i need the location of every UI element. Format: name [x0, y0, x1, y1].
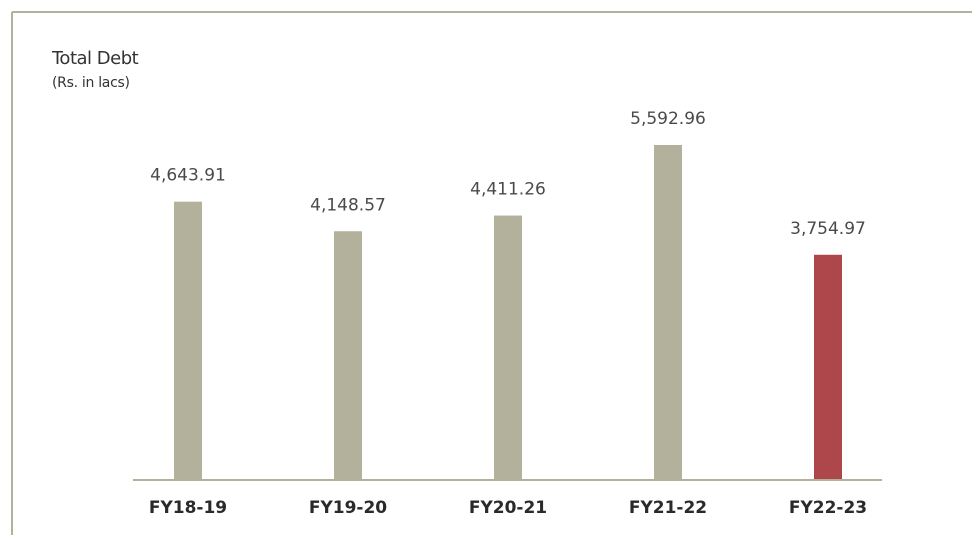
bar: [814, 254, 842, 479]
x-tick-label: FY20-21: [469, 498, 547, 518]
value-label: 4,411.26: [470, 180, 546, 200]
value-label: 4,148.57: [310, 195, 386, 215]
bar: [174, 201, 202, 480]
x-tick-label: FY21-22: [629, 498, 707, 518]
value-label: 3,754.97: [790, 219, 866, 239]
bar: [654, 145, 682, 479]
bar: [494, 215, 522, 480]
value-label: 5,592.96: [630, 109, 706, 129]
x-tick-label: FY22-23: [789, 498, 867, 518]
chart-title: Total Debt: [51, 48, 139, 69]
x-tick-label: FY18-19: [149, 498, 227, 518]
value-label: 4,643.91: [150, 166, 226, 186]
bar: [334, 231, 362, 479]
chart-subtitle: (Rs. in lacs): [52, 75, 130, 91]
x-tick-label: FY19-20: [309, 498, 387, 518]
